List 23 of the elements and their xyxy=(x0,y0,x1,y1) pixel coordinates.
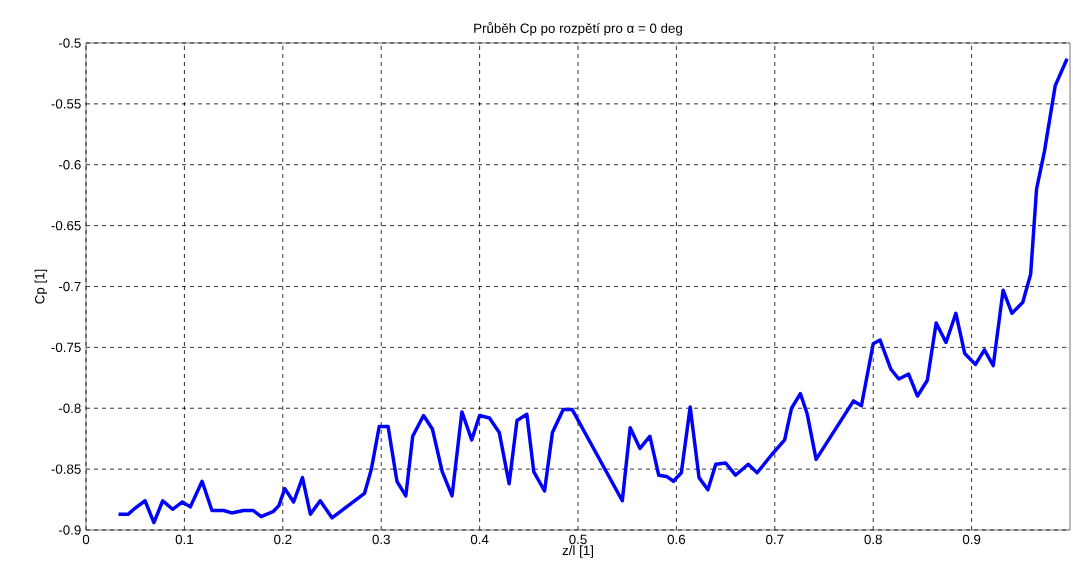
y-axis-title: Cp [1] xyxy=(34,269,48,304)
x-tick-label: 0.1 xyxy=(175,534,194,545)
x-tick-label: 0.3 xyxy=(372,534,390,545)
y-tick-label: -0.5 xyxy=(58,38,81,48)
y-tick-label: -0.6 xyxy=(58,160,81,170)
y-tick-label: -0.75 xyxy=(51,342,81,353)
x-tick-label: 0 xyxy=(82,534,90,545)
x-tick-label: 0.2 xyxy=(274,534,292,545)
line-series xyxy=(116,57,1069,525)
x-tick-label: 0.8 xyxy=(864,534,882,545)
y-tick-label: -0.65 xyxy=(51,220,81,231)
x-tick-label: 0.9 xyxy=(962,534,981,545)
x-tick-label: 0.6 xyxy=(667,534,686,545)
chart-title: Průběh Cp po rozpětí pro α = 0 deg xyxy=(474,22,682,36)
x-tick-label: 0.5 xyxy=(569,534,587,545)
y-tick-label: -0.7 xyxy=(58,281,81,292)
y-tick-label: -0.9 xyxy=(58,525,81,535)
x-axis-title: z/l [1] xyxy=(562,545,593,558)
x-tick-label: 0.7 xyxy=(766,534,784,545)
y-tick-label: -0.8 xyxy=(58,403,81,413)
x-tick-label: 0.4 xyxy=(470,534,489,545)
y-tick-label: -0.55 xyxy=(51,99,81,109)
y-tick-label: -0.85 xyxy=(51,464,81,474)
